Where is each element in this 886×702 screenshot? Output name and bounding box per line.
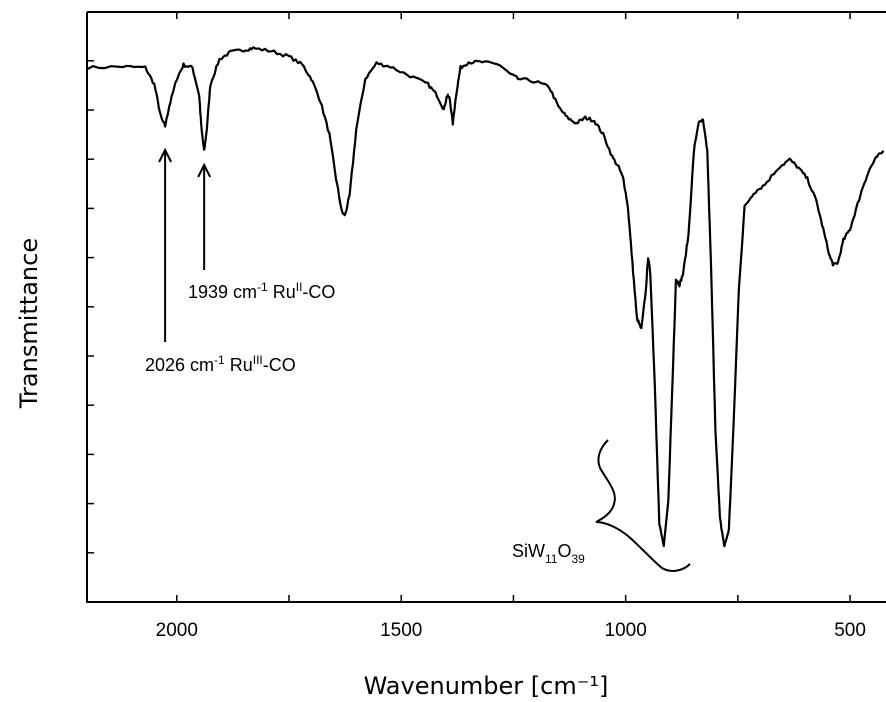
x-axis-label: Wavenumber [cm⁻¹]: [364, 672, 609, 700]
x-tick-label: 1500: [380, 620, 422, 641]
annotation-siw11o39: SiW11O39: [512, 541, 585, 566]
x-tick-label: 500: [834, 620, 866, 641]
annotations: 1939 cm-1 RuII-CO 2026 cm-1 RuIII-CO SiW…: [145, 147, 691, 572]
x-tick-label: 2000: [156, 620, 198, 641]
y-axis-label: Transmittance: [15, 238, 43, 409]
plot-frame: [86, 11, 886, 603]
annotation-1939: 1939 cm-1 RuII-CO: [188, 280, 335, 302]
axis-ticks: 2000 1500 1000 500: [87, 12, 866, 641]
spectrum-series: [86, 46, 885, 548]
brace-siw11o39: [595, 439, 691, 572]
arrow-1939-head: [197, 162, 212, 178]
annotation-2026: 2026 cm-1 RuIII-CO: [145, 353, 296, 375]
arrow-2026-head: [158, 147, 172, 163]
axes-box: [86, 11, 886, 603]
x-tick-label: 1000: [605, 620, 647, 641]
spectrum-line: [86, 46, 885, 548]
